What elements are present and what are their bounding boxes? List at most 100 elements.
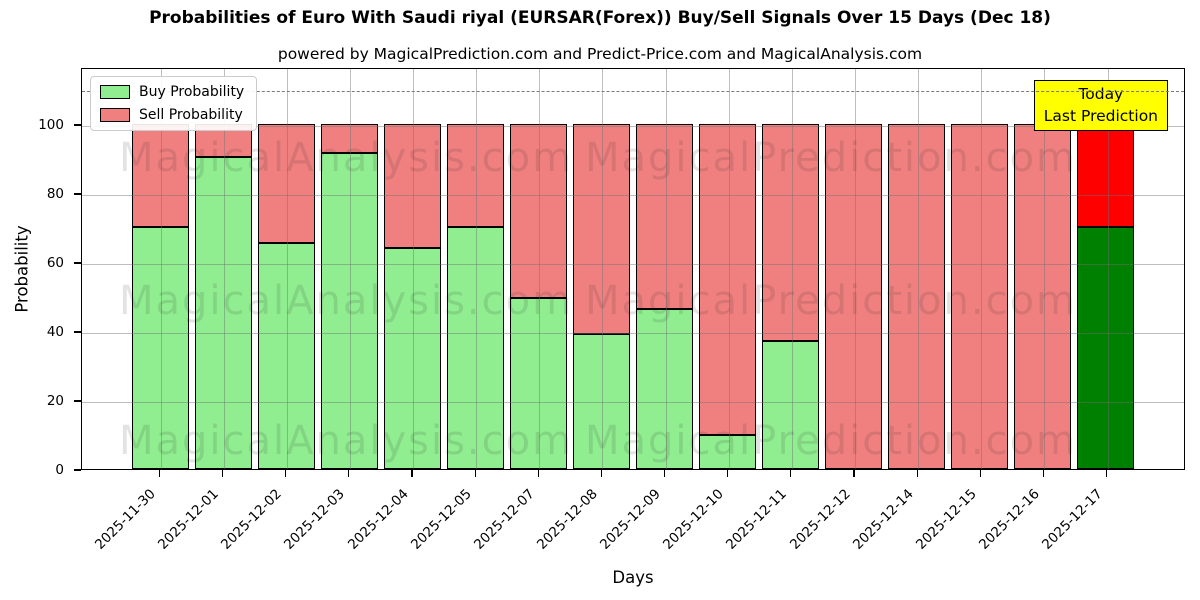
x-tick-mark	[663, 470, 666, 477]
v-gridline-2025-12-12	[854, 69, 856, 469]
v-gridline-2025-12-10	[728, 69, 730, 469]
bar-segment-buy	[321, 153, 378, 469]
bar-2025-12-17	[1077, 123, 1134, 469]
y-tick-label: 60	[46, 254, 64, 271]
v-gridline-2025-12-14	[918, 69, 920, 469]
plot-area: MagicalAnalysis.com MagicalPrediction.com…	[81, 68, 1185, 470]
bar-segment-buy	[447, 227, 504, 469]
chart-subtitle: powered by MagicalPrediction.com and Pre…	[277, 45, 923, 63]
h-gridline-60	[82, 263, 1184, 265]
legend-item: Buy Probability	[100, 84, 244, 100]
y-tick-label: 80	[46, 185, 64, 202]
x-tick-mark	[348, 470, 350, 477]
x-tick-label: 2025-12-09	[597, 486, 664, 553]
x-tick-label: 2025-12-01	[155, 486, 222, 553]
y-axis-label: Probability	[12, 225, 32, 313]
legend-label: Buy Probability	[139, 84, 245, 100]
x-tick-mark	[222, 470, 224, 477]
bar-2025-12-01	[195, 123, 252, 469]
v-gridline-2025-12-03	[349, 69, 351, 469]
x-tick-mark	[1042, 470, 1044, 477]
annotation-line-1: Today	[1078, 85, 1124, 103]
h-gridline-20	[82, 401, 1184, 403]
dashed-guideline	[82, 91, 1184, 93]
legend: Buy Probability Sell Probability	[90, 76, 258, 131]
x-tick-mark	[537, 470, 539, 477]
x-tick-label: 2025-12-14	[849, 486, 917, 553]
v-gridline-2025-12-04	[413, 69, 415, 469]
bar-segment-buy	[762, 341, 819, 469]
y-tick-label: 20	[46, 392, 64, 409]
annotation-line-2: Last Prediction	[1043, 107, 1158, 126]
bar-2025-12-05	[447, 123, 504, 469]
bar-segment-buy	[636, 308, 693, 469]
v-gridline-2025-12-15	[981, 69, 983, 469]
watermark-prediction: MagicalPrediction.com	[585, 135, 1077, 181]
x-tick-label: 2025-12-17	[1039, 486, 1106, 553]
bar-2025-12-09	[636, 123, 693, 469]
y-tick-mark	[74, 193, 81, 195]
x-tick-label: 2025-12-10	[660, 486, 728, 553]
y-tick-mark	[74, 469, 81, 471]
x-tick-label: 2025-12-12	[786, 486, 854, 553]
legend-item: Sell Probability	[100, 107, 244, 123]
x-tick-mark	[790, 470, 792, 477]
bar-segment-sell	[888, 123, 945, 469]
v-gridline-2025-12-11	[791, 69, 793, 469]
bar-segment-buy	[510, 298, 567, 469]
bar-segment-sell	[258, 123, 315, 243]
chart-title: Probabilities of Euro With Saudi riyal (…	[149, 8, 1051, 28]
x-tick-label: 2025-12-04	[344, 486, 412, 553]
x-tick-mark	[285, 470, 287, 477]
x-tick-label: 2025-12-05	[407, 486, 475, 553]
y-tick-label: 100	[38, 116, 64, 133]
x-tick-label: 2025-12-08	[533, 486, 601, 553]
legend-swatch-icon	[100, 85, 130, 99]
y-tick-mark	[74, 262, 81, 264]
bar-2025-12-15	[951, 123, 1008, 469]
v-gridline-2025-12-02	[286, 69, 288, 469]
x-tick-mark	[853, 470, 855, 477]
y-tick-mark	[74, 400, 81, 402]
watermark-analysis: MagicalAnalysis.com	[118, 418, 574, 464]
x-axis-label: Days	[612, 568, 654, 587]
bar-segment-sell	[447, 123, 504, 228]
bar-segment-buy	[1077, 227, 1134, 469]
x-tick-mark	[158, 470, 161, 477]
x-tick-mark	[474, 470, 476, 477]
bar-2025-12-03	[321, 123, 378, 469]
x-tick-mark	[1105, 470, 1108, 477]
v-gridline-2025-12-05	[476, 69, 478, 469]
x-tick-label: 2025-12-02	[218, 486, 286, 553]
h-gridline-80	[82, 194, 1184, 196]
watermark-analysis: MagicalAnalysis.com	[118, 278, 574, 324]
bar-2025-12-02	[258, 123, 315, 469]
bar-segment-buy	[132, 227, 189, 469]
x-tick-label: 2025-12-07	[470, 486, 538, 553]
bar-2025-12-07	[510, 123, 567, 469]
legend-label: Sell Probability	[139, 107, 243, 123]
bar-segment-buy	[384, 248, 441, 469]
bar-2025-12-14	[888, 123, 945, 469]
bar-2025-12-10	[699, 123, 756, 469]
bar-segment-sell	[699, 123, 756, 435]
h-gridline-100	[82, 125, 1184, 127]
bar-segment-sell	[825, 123, 882, 469]
x-tick-mark	[600, 470, 603, 477]
x-tick-label: 2025-12-15	[912, 486, 980, 553]
x-tick-mark	[727, 470, 729, 477]
x-tick-label: 2025-11-30	[92, 486, 159, 553]
bar-segment-buy	[195, 156, 252, 469]
bar-segment-sell	[1077, 123, 1134, 228]
bar-segment-sell	[510, 123, 567, 299]
bar-2025-11-30	[132, 123, 189, 469]
bar-segment-sell	[762, 123, 819, 342]
x-tick-mark	[411, 470, 413, 477]
v-gridline-2025-12-17	[1107, 69, 1109, 469]
v-gridline-2025-12-01	[223, 69, 225, 469]
bar-segment-buy	[258, 242, 315, 469]
x-tick-mark	[916, 470, 918, 477]
h-gridline-40	[82, 332, 1184, 334]
watermark-prediction: MagicalPrediction.com	[585, 278, 1077, 324]
bar-2025-12-11	[762, 123, 819, 469]
